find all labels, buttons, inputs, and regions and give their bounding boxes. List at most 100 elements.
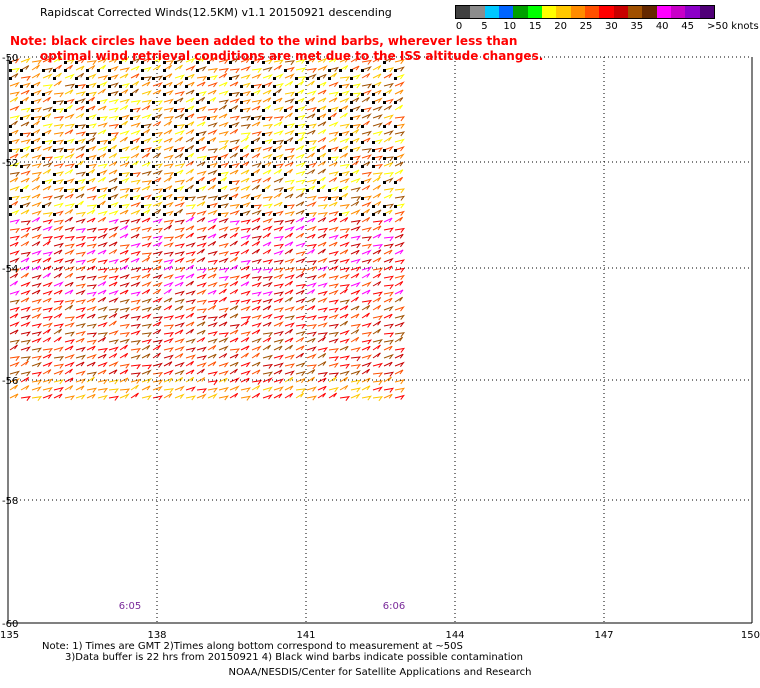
wind-barb <box>229 186 240 192</box>
wind-barb <box>361 368 370 375</box>
wind-barb <box>383 203 394 209</box>
wind-barb <box>86 249 96 255</box>
wind-barb <box>64 368 73 375</box>
wind-barb <box>31 176 40 183</box>
wind-barb <box>306 324 318 330</box>
wind-barb <box>262 81 273 87</box>
wind-barb <box>240 74 251 80</box>
wind-barb <box>273 145 283 151</box>
wind-barb <box>119 289 129 295</box>
wind-barb <box>218 99 229 105</box>
quality-flag-dot <box>53 213 56 216</box>
wind-barb <box>317 233 327 239</box>
colorbar-tick-label: 35 <box>630 21 644 32</box>
wind-barb <box>9 105 20 111</box>
quality-flag-dot <box>20 149 23 152</box>
quality-flag-dot <box>75 125 78 128</box>
colorbar-segment <box>642 6 657 18</box>
quality-flag-dot <box>42 157 45 160</box>
wind-barb <box>218 337 229 343</box>
quality-flag-dot <box>350 133 353 136</box>
wind-barb <box>273 220 285 225</box>
wind-barb <box>240 193 251 199</box>
wind-barb <box>86 371 98 377</box>
wind-barb <box>372 304 382 311</box>
wind-barb <box>383 57 393 63</box>
wind-barb <box>130 100 142 105</box>
wind-barb <box>185 290 196 296</box>
wind-barb <box>174 136 183 143</box>
quality-flag-dot <box>350 125 353 128</box>
wind-barb <box>119 344 128 351</box>
quality-flag-dot <box>207 165 210 168</box>
wind-barb <box>163 393 173 399</box>
wind-barb <box>9 91 20 97</box>
wind-barb <box>240 361 251 368</box>
wind-barb <box>328 362 339 368</box>
wind-barb <box>218 362 229 368</box>
wind-barb <box>31 258 42 264</box>
quality-flag-dot <box>152 101 155 104</box>
quality-flag-dot <box>328 69 331 72</box>
wind-barb <box>174 281 184 287</box>
quality-flag-dot <box>229 149 232 152</box>
quality-flag-dot <box>284 189 287 192</box>
wind-barb <box>86 145 97 151</box>
wind-barb <box>108 185 118 191</box>
wind-barb <box>218 296 227 303</box>
quality-flag-dot <box>306 165 309 168</box>
wind-barb <box>350 296 359 303</box>
quality-flag-dot <box>372 93 375 96</box>
wind-barb <box>295 217 305 223</box>
quality-flag-dot <box>53 141 56 144</box>
quality-flag-dot <box>262 133 265 136</box>
quality-flag-dot <box>273 77 276 80</box>
wind-barb <box>20 138 31 145</box>
wind-barb <box>196 362 207 368</box>
wind-barb <box>141 252 153 258</box>
wind-barb <box>262 66 273 72</box>
wind-barb <box>383 291 394 297</box>
quality-flag-dot <box>317 77 320 80</box>
wind-barb <box>350 323 362 329</box>
quality-flag-dot <box>141 69 144 72</box>
wind-barb <box>130 392 139 399</box>
wind-barb <box>97 139 109 145</box>
wind-barb <box>174 305 184 311</box>
wind-barb <box>75 242 86 248</box>
wind-barb <box>31 81 41 87</box>
wind-barb <box>152 321 162 327</box>
quality-flag-dot <box>339 85 342 88</box>
wind-barb <box>394 289 404 295</box>
wind-barb <box>361 361 372 368</box>
quality-flag-dot <box>317 181 320 184</box>
wind-barb <box>372 225 382 231</box>
wind-barb <box>97 122 108 128</box>
wind-barb <box>328 72 337 79</box>
quality-flag-dot <box>306 77 309 80</box>
wind-barb <box>317 152 327 159</box>
wind-barb <box>53 171 65 177</box>
wind-barb <box>31 216 41 223</box>
wind-barb <box>42 386 53 393</box>
wind-barb <box>295 161 306 168</box>
wind-barb <box>262 116 273 122</box>
wind-barb <box>64 281 74 287</box>
quality-flag-dot <box>284 69 287 72</box>
wind-speed-colorbar <box>455 5 715 19</box>
quality-flag-dot <box>361 93 364 96</box>
wind-barb <box>64 123 75 129</box>
wind-barb <box>42 201 52 207</box>
wind-barb <box>262 337 272 343</box>
wind-barb <box>130 153 140 159</box>
wind-barb <box>119 161 130 168</box>
wind-barb <box>9 67 21 73</box>
latitude-tick-label: -56 <box>2 376 18 387</box>
wind-barb <box>394 296 403 303</box>
wind-barb <box>152 100 163 106</box>
wind-barb <box>152 316 164 322</box>
wind-barb <box>174 329 184 335</box>
wind-barb <box>372 257 382 263</box>
wind-barb <box>130 266 141 273</box>
wind-barb <box>64 249 75 255</box>
